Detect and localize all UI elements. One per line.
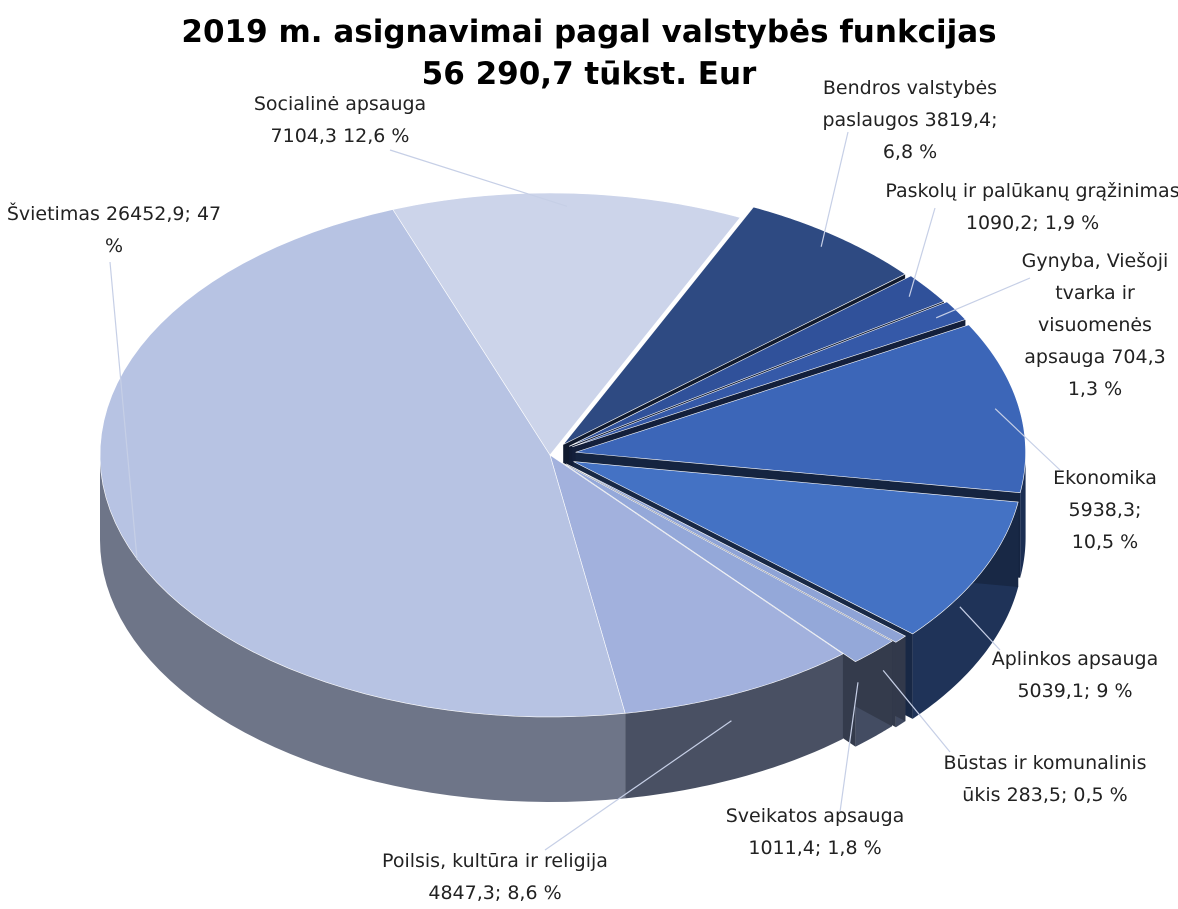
label-name: Bendros valstybės paslaugos bbox=[822, 77, 998, 131]
data-label: Gynyba, Viešoji tvarka ir visuomenės aps… bbox=[1010, 245, 1178, 405]
label-value: 4847,3; bbox=[428, 882, 502, 904]
label-name: Gynyba, Viešoji tvarka ir visuomenės aps… bbox=[1021, 250, 1169, 368]
label-percent: 8,6 % bbox=[507, 882, 562, 904]
slice bbox=[99, 209, 626, 718]
slice-side bbox=[100, 455, 626, 802]
slice bbox=[549, 454, 844, 714]
leader-line bbox=[389, 149, 568, 207]
label-name: Poilsis, kultūra ir religija bbox=[382, 850, 608, 872]
label-name: Socialinė apsauga bbox=[253, 93, 427, 115]
label-percent: 1,8 % bbox=[827, 837, 882, 859]
label-name: Švietimas bbox=[6, 203, 100, 225]
label-name: Būstas ir komunalinis ūkis bbox=[943, 752, 1147, 806]
label-percent: 9 % bbox=[1096, 680, 1133, 702]
label-percent: 1,9 % bbox=[1044, 212, 1100, 234]
label-name: Ekonomika bbox=[1053, 467, 1157, 489]
data-label: Paskolų ir palūkanų grąžinimas 1090,2; 1… bbox=[880, 175, 1178, 239]
leader-line bbox=[839, 682, 859, 813]
data-label: Būstas ir komunalinis ūkis 283,5; 0,5 % bbox=[935, 747, 1155, 811]
slice bbox=[392, 192, 741, 456]
leader-line bbox=[882, 669, 951, 753]
leader-line bbox=[820, 131, 849, 247]
label-percent: 10,5 % bbox=[1071, 531, 1139, 553]
slice-tops bbox=[99, 192, 1026, 718]
data-label: Poilsis, kultūra ir religija 4847,3; 8,6… bbox=[345, 845, 645, 909]
slice bbox=[573, 461, 1019, 635]
label-value: 1011,4; bbox=[748, 837, 822, 859]
data-label: Sveikatos apsauga 1011,4; 1,8 % bbox=[715, 800, 915, 864]
label-name: Sveikatos apsauga bbox=[725, 805, 905, 827]
label-name: Paskolų ir palūkanų grąžinimas bbox=[885, 180, 1178, 202]
label-percent: 1,3 % bbox=[1067, 378, 1123, 400]
slice-side bbox=[912, 502, 1019, 719]
label-value: 7104,3 bbox=[270, 125, 338, 147]
label-value: 26452,9; bbox=[105, 203, 191, 225]
data-label: Bendros valstybės paslaugos 3819,4; 6,8 … bbox=[810, 72, 1010, 168]
leader-line bbox=[109, 261, 138, 560]
data-label: Aplinkos apsauga 5039,1; 9 % bbox=[985, 643, 1165, 707]
chart-title: 2019 m. asignavimai pagal valstybės funk… bbox=[181, 14, 997, 50]
label-value: 5938,3; bbox=[1068, 499, 1142, 521]
label-percent: 0,5 % bbox=[1073, 784, 1128, 806]
slice bbox=[572, 301, 966, 448]
data-label: Švietimas 26452,9; 47 % bbox=[4, 198, 224, 262]
slice-side bbox=[1020, 452, 1026, 578]
label-name: Aplinkos apsauga bbox=[991, 648, 1159, 670]
slice bbox=[563, 206, 906, 445]
label-value: 1090,2; bbox=[965, 212, 1039, 234]
leader-line bbox=[935, 277, 1031, 319]
slice bbox=[566, 463, 907, 643]
label-percent: 47 % bbox=[104, 203, 222, 257]
data-label: Ekonomika 5938,3; 10,5 % bbox=[1045, 462, 1165, 558]
leader-line bbox=[908, 207, 936, 297]
leader-line bbox=[959, 606, 1001, 651]
label-percent: 6,8 % bbox=[882, 141, 938, 163]
chart-subtitle: 56 290,7 tūkst. Eur bbox=[421, 56, 757, 92]
label-percent: 12,6 % bbox=[343, 125, 410, 147]
slice-side bbox=[625, 653, 843, 799]
label-value: 283,5; bbox=[1006, 784, 1068, 806]
slice bbox=[569, 275, 945, 447]
data-label: Socialinė apsauga 7104,3 12,6 % bbox=[240, 88, 440, 152]
label-value: 3819,4; bbox=[924, 109, 998, 131]
slice bbox=[575, 324, 1026, 494]
leader-line bbox=[544, 720, 732, 851]
label-value: 704,3 bbox=[1111, 346, 1166, 368]
slice bbox=[562, 462, 893, 663]
label-value: 5039,1; bbox=[1017, 680, 1091, 702]
leader-line bbox=[994, 408, 1061, 471]
